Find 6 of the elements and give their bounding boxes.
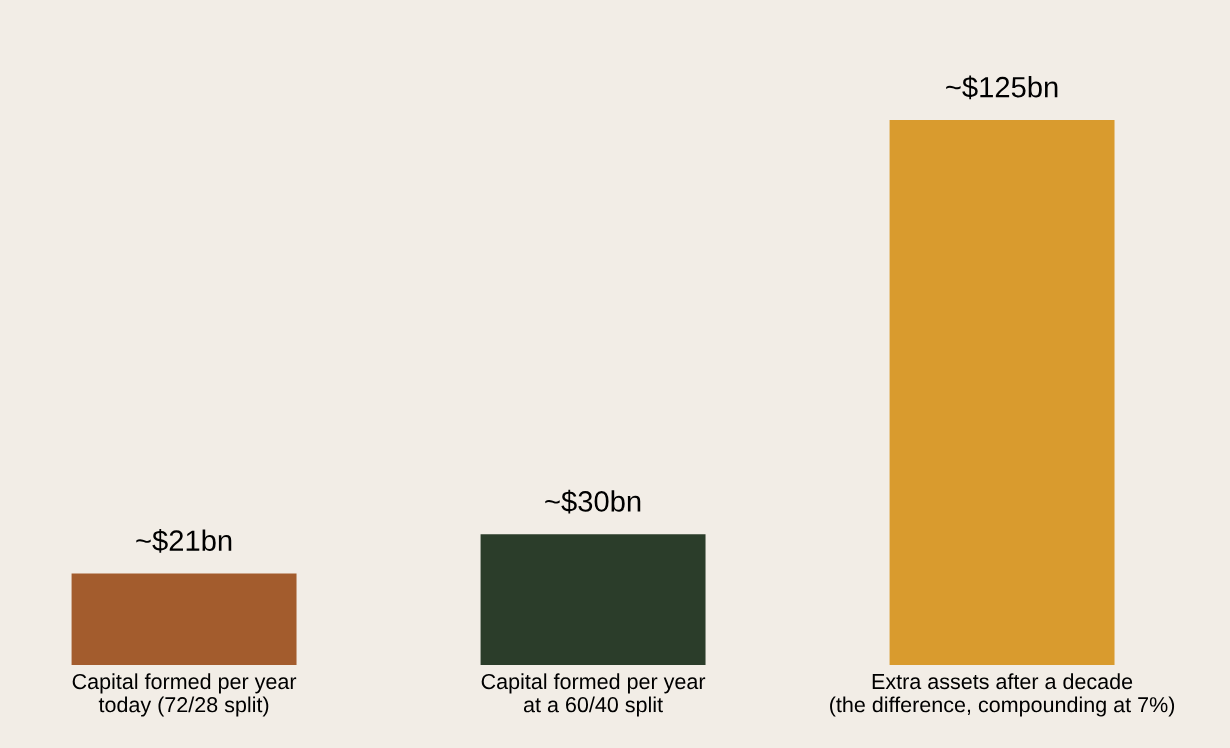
x-tick-label: Capital formed per year today (72/28 split) <box>72 673 297 717</box>
x-tick-label: Extra assets after a decade (the difference, compounding at 7%) <box>830 673 1175 717</box>
data-label: ~$21bn <box>136 529 232 553</box>
data-label: ~$125bn <box>946 75 1058 100</box>
x-tick-label: Capital formed per year at a 60/40 split <box>481 673 706 717</box>
data-label: ~$30bn <box>545 489 641 514</box>
